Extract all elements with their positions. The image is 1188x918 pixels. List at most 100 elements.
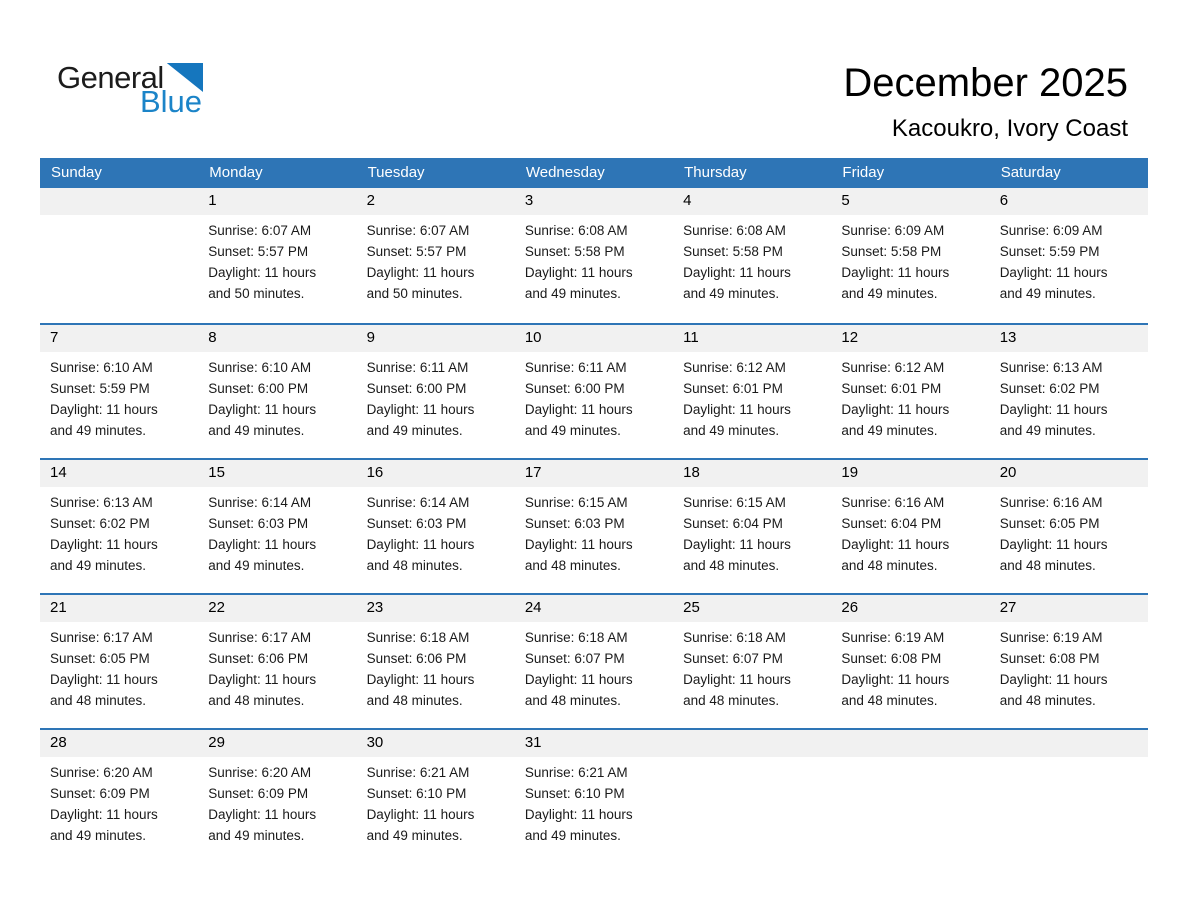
day-cell-16: 16 Sunrise: 6:14 AM Sunset: 6:03 PM Dayligh… — [356, 460, 515, 593]
day-number: 5 — [831, 188, 990, 215]
daylight-text: Daylight: 11 hours and 48 minutes. — [683, 672, 791, 708]
daylight-text: Daylight: 11 hours and 49 minutes. — [50, 537, 158, 573]
day-cell-22: 22 Sunrise: 6:17 AM Sunset: 6:06 PM Dayligh… — [198, 595, 357, 728]
daylight-text: Daylight: 11 hours and 49 minutes. — [50, 402, 158, 438]
sunset-text: Sunset: 6:05 PM — [50, 651, 150, 666]
sunrise-text: Sunrise: 6:14 AM — [366, 495, 470, 510]
day-number: 25 — [673, 595, 832, 622]
sunset-text: Sunset: 6:04 PM — [841, 516, 942, 531]
sunset-text: Sunset: 6:06 PM — [208, 651, 309, 666]
day-cell-12: 12 Sunrise: 6:12 AM Sunset: 6:01 PM Dayligh… — [831, 325, 990, 458]
day-number: 12 — [831, 325, 990, 352]
sunrise-text: Sunrise: 6:20 AM — [208, 765, 312, 780]
daylight-text: Daylight: 11 hours and 48 minutes. — [366, 672, 475, 708]
day-number: 22 — [198, 595, 357, 622]
day-number: 20 — [989, 460, 1148, 487]
day-cell-7: 7 Sunrise: 6:10 AM Sunset: 5:59 PM Daylight… — [40, 325, 199, 458]
weekday-header-tuesday: Tuesday — [367, 164, 425, 181]
empty-day-cell — [989, 730, 1148, 863]
sunset-text: Sunset: 5:57 PM — [366, 244, 467, 259]
day-cell-2: 2 Sunrise: 6:07 AM Sunset: 5:57 PM Daylight… — [356, 188, 515, 323]
sunset-text: Sunset: 5:57 PM — [208, 244, 309, 259]
weekday-header-monday: Monday — [209, 164, 263, 181]
day-cell-10: 10 Sunrise: 6:11 AM Sunset: 6:00 PM Dayligh… — [514, 325, 674, 458]
day-details — [831, 757, 989, 762]
sunset-text: Sunset: 5:59 PM — [50, 381, 150, 396]
daylight-text: Daylight: 11 hours and 49 minutes. — [683, 265, 791, 301]
sunrise-text: Sunrise: 6:17 AM — [50, 630, 153, 645]
sunset-text: Sunset: 6:03 PM — [208, 516, 309, 531]
day-cell-8: 8 Sunrise: 6:10 AM Sunset: 6:00 PM Daylight… — [198, 325, 357, 458]
sunrise-text: Sunrise: 6:19 AM — [999, 630, 1103, 645]
day-details: Sunrise: 6:12 AM Sunset: 6:01 PM Daylight:… — [673, 352, 831, 441]
sunset-text: Sunset: 6:03 PM — [524, 516, 625, 531]
day-details: Sunrise: 6:11 AM Sunset: 6:00 PM Daylight:… — [357, 352, 515, 441]
daylight-text: Daylight: 11 hours and 49 minutes. — [683, 402, 791, 438]
sunrise-text: Sunrise: 6:12 AM — [841, 360, 945, 375]
day-number — [831, 730, 990, 757]
day-number: 23 — [356, 595, 515, 622]
day-details — [673, 757, 831, 762]
weekday-header-wednesday: Wednesday — [525, 164, 605, 181]
day-details: Sunrise: 6:14 AM Sunset: 6:03 PM Daylight:… — [357, 487, 515, 576]
sunrise-text: Sunrise: 6:20 AM — [50, 765, 153, 780]
sunrise-text: Sunrise: 6:07 AM — [208, 223, 312, 238]
day-number: 19 — [831, 460, 990, 487]
day-details: Sunrise: 6:18 AM Sunset: 6:06 PM Daylight:… — [357, 622, 515, 711]
daylight-text: Daylight: 11 hours and 48 minutes. — [208, 672, 317, 708]
sunrise-text: Sunrise: 6:10 AM — [208, 360, 312, 375]
day-cell-6: 6 Sunrise: 6:09 AM Sunset: 5:59 PM Daylight… — [989, 188, 1148, 323]
sunset-text: Sunset: 6:06 PM — [366, 651, 467, 666]
day-details: Sunrise: 6:15 AM Sunset: 6:03 PM Daylight:… — [515, 487, 673, 576]
day-number: 7 — [40, 325, 199, 352]
daylight-text: Daylight: 11 hours and 48 minutes. — [524, 672, 633, 708]
day-cell-13: 13 Sunrise: 6:13 AM Sunset: 6:02 PM Dayligh… — [989, 325, 1148, 458]
day-number: 10 — [514, 325, 674, 352]
day-cell-24: 24 Sunrise: 6:18 AM Sunset: 6:07 PM Dayligh… — [514, 595, 674, 728]
day-number: 1 — [198, 188, 357, 215]
weekday-header-row: Sunday Monday Tuesday Wednesday Thursday Frid… — [40, 158, 1148, 188]
sunrise-text: Sunrise: 6:11 AM — [524, 360, 627, 375]
daylight-text: Daylight: 11 hours and 48 minutes. — [524, 537, 633, 573]
week-row-3: 14 Sunrise: 6:13 AM Sunset: 6:02 PM Dayligh… — [40, 458, 1148, 593]
daylight-text: Daylight: 11 hours and 49 minutes. — [524, 807, 633, 843]
calendar-grid: Sunday Monday Tuesday Wednesday Thursday Frid… — [40, 158, 1148, 863]
day-cell-20: 20 Sunrise: 6:16 AM Sunset: 6:05 PM Dayligh… — [989, 460, 1148, 593]
day-number: 29 — [198, 730, 357, 757]
day-cell-27: 27 Sunrise: 6:19 AM Sunset: 6:08 PM Dayligh… — [989, 595, 1148, 728]
daylight-text: Daylight: 11 hours and 49 minutes. — [208, 402, 317, 438]
sunrise-text: Sunrise: 6:16 AM — [999, 495, 1103, 510]
sunset-text: Sunset: 5:58 PM — [841, 244, 942, 259]
day-cell-17: 17 Sunrise: 6:15 AM Sunset: 6:03 PM Dayligh… — [514, 460, 674, 593]
day-number: 27 — [989, 595, 1148, 622]
day-details: Sunrise: 6:13 AM Sunset: 6:02 PM Daylight:… — [990, 352, 1148, 441]
logo-row-bottom: Blue — [57, 86, 203, 117]
day-number: 3 — [514, 188, 674, 215]
day-details: Sunrise: 6:13 AM Sunset: 6:02 PM Daylight:… — [40, 487, 198, 576]
page-subtitle: Kacoukro, Ivory Coast — [891, 115, 1128, 142]
sunset-text: Sunset: 6:03 PM — [366, 516, 467, 531]
day-cell-3: 3 Sunrise: 6:08 AM Sunset: 5:58 PM Daylight… — [514, 188, 674, 323]
sunrise-text: Sunrise: 6:11 AM — [366, 360, 469, 375]
day-number: 8 — [198, 325, 357, 352]
day-details — [990, 757, 1148, 762]
day-details: Sunrise: 6:09 AM Sunset: 5:58 PM Daylight:… — [831, 215, 989, 304]
weekday-header-thursday: Thursday — [684, 164, 747, 181]
day-number: 30 — [356, 730, 515, 757]
sunset-text: Sunset: 6:05 PM — [999, 516, 1100, 531]
daylight-text: Daylight: 11 hours and 49 minutes. — [366, 807, 475, 843]
day-number: 14 — [40, 460, 199, 487]
day-details: Sunrise: 6:10 AM Sunset: 5:59 PM Daylight:… — [40, 352, 198, 441]
daylight-text: Daylight: 11 hours and 49 minutes. — [524, 265, 633, 301]
sunrise-text: Sunrise: 6:10 AM — [50, 360, 153, 375]
daylight-text: Daylight: 11 hours and 48 minutes. — [999, 672, 1108, 708]
sunset-text: Sunset: 6:09 PM — [50, 786, 150, 801]
sunrise-text: Sunrise: 6:18 AM — [683, 630, 786, 645]
logo-row-top: General — [57, 62, 203, 93]
day-details: Sunrise: 6:10 AM Sunset: 6:00 PM Daylight:… — [198, 352, 356, 441]
day-details: Sunrise: 6:12 AM Sunset: 6:01 PM Daylight:… — [831, 352, 989, 441]
day-details: Sunrise: 6:17 AM Sunset: 6:05 PM Daylight:… — [40, 622, 198, 711]
sunset-text: Sunset: 6:08 PM — [999, 651, 1100, 666]
day-details: Sunrise: 6:19 AM Sunset: 6:08 PM Daylight:… — [990, 622, 1148, 711]
day-number — [989, 730, 1148, 757]
